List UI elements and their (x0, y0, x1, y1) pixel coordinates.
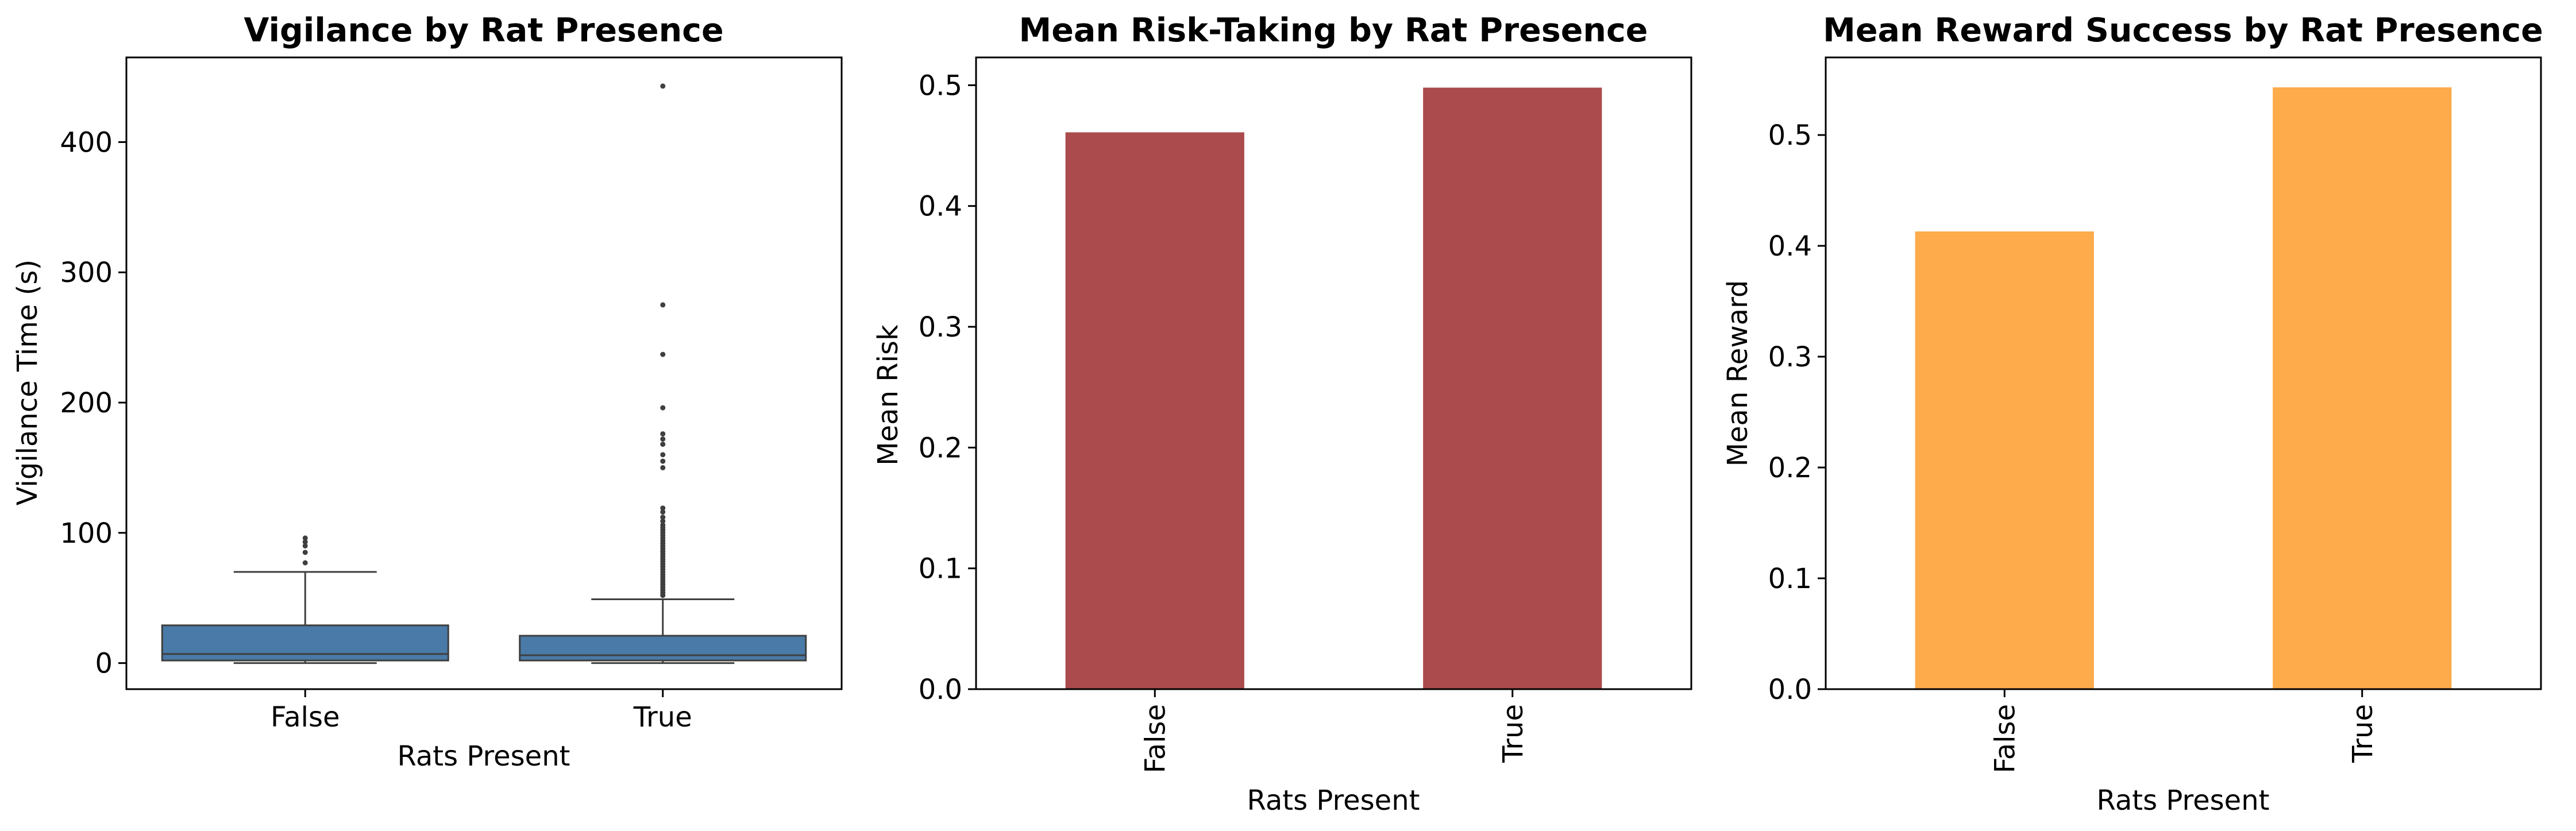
outlier-point (660, 405, 666, 411)
risk-x-axis-label: Rats Present (1247, 784, 1420, 817)
vigilance-y-axis-label: Vigilance Time (s) (11, 260, 44, 505)
vigilance-x-ticks: False True (271, 689, 692, 733)
reward-x-axis-label: Rats Present (2097, 784, 2270, 817)
risk-y-ticks: 0.0 0.1 0.2 0.3 0.4 0.5 (919, 69, 976, 706)
outlier-point (660, 515, 666, 520)
y-tick-label: 0.5 (1768, 119, 1812, 152)
vigilance-boxes (161, 83, 807, 664)
iqr-box (161, 624, 449, 662)
vigilance-boxplot-panel: Vigilance by Rat Presence Vigilance Time… (11, 11, 843, 772)
risk-bar-panel: Mean Risk-Taking by Rat Presence Mean Ri… (872, 11, 1692, 817)
y-tick-label: 0.2 (919, 432, 962, 464)
outlier-point (660, 351, 666, 357)
y-tick-label: 300 (60, 257, 113, 289)
vigilance-plot-frame (125, 56, 843, 690)
outlier-point (660, 509, 666, 515)
outlier-point (660, 431, 666, 436)
reward-x-ticks: False True (1989, 689, 2379, 774)
bar-false (1065, 132, 1244, 689)
bar-false (1915, 231, 2094, 690)
reward-plot-frame (1825, 56, 2542, 690)
x-tick-label: True (2347, 704, 2379, 763)
y-tick-label: 0.0 (1768, 674, 1812, 706)
risk-y-axis-label: Mean Risk (872, 324, 904, 466)
outlier-point (302, 539, 308, 545)
outlier-point (660, 436, 666, 442)
y-tick-label: 0.5 (919, 69, 962, 102)
bar-true (2273, 87, 2452, 690)
outlier-point (660, 83, 666, 89)
outlier-point (660, 465, 666, 470)
y-tick-label: 200 (60, 387, 113, 419)
x-tick-label: False (1989, 704, 2021, 774)
outlier-point (302, 560, 308, 566)
y-tick-label: 0 (95, 648, 113, 680)
reward-y-axis-label: Mean Reward (1722, 280, 1754, 467)
outlier-point (660, 442, 666, 447)
x-tick-label: False (1139, 704, 1171, 774)
y-tick-label: 0.4 (1768, 230, 1812, 262)
outlier-point (660, 522, 666, 528)
y-tick-label: 0.3 (1768, 341, 1812, 373)
vigilance-y-ticks: 0 100 200 300 400 (60, 126, 126, 680)
reward-bars (1915, 87, 2452, 690)
y-tick-label: 0.2 (1768, 452, 1812, 484)
y-tick-label: 0.1 (1768, 563, 1812, 595)
y-tick-label: 0.1 (919, 553, 962, 585)
y-tick-label: 100 (60, 517, 113, 550)
outlier-point (660, 505, 666, 511)
box-true (519, 83, 807, 664)
vigilance-chart-title: Vigilance by Rat Presence (244, 11, 723, 49)
risk-plot-frame (975, 56, 1692, 690)
outlier-point (660, 518, 666, 524)
reward-bar-panel: Mean Reward Success by Rat Presence Mean… (1722, 11, 2543, 817)
vigilance-x-axis-label: Rats Present (398, 740, 570, 772)
outlier-point (660, 458, 666, 464)
outlier-point (302, 535, 308, 541)
x-tick-label: True (633, 701, 692, 733)
x-tick-label: True (1497, 704, 1529, 763)
y-tick-label: 0.3 (919, 311, 962, 343)
outlier-point (660, 302, 666, 308)
x-tick-label: False (271, 701, 340, 733)
outlier-point (302, 543, 308, 549)
reward-y-ticks: 0.0 0.1 0.2 0.3 0.4 0.5 (1768, 119, 1826, 706)
box-false (161, 535, 449, 664)
risk-bars (1065, 87, 1602, 689)
outlier-point (660, 452, 666, 458)
y-tick-label: 0.0 (919, 674, 962, 706)
reward-chart-title: Mean Reward Success by Rat Presence (1823, 11, 2543, 49)
risk-x-ticks: False True (1139, 689, 1529, 774)
y-tick-label: 0.4 (919, 191, 962, 223)
iqr-box (519, 635, 807, 662)
bar-true (1423, 87, 1602, 689)
y-tick-label: 400 (60, 126, 113, 159)
outlier-point (302, 550, 308, 555)
risk-chart-title: Mean Risk-Taking by Rat Presence (1019, 11, 1648, 49)
